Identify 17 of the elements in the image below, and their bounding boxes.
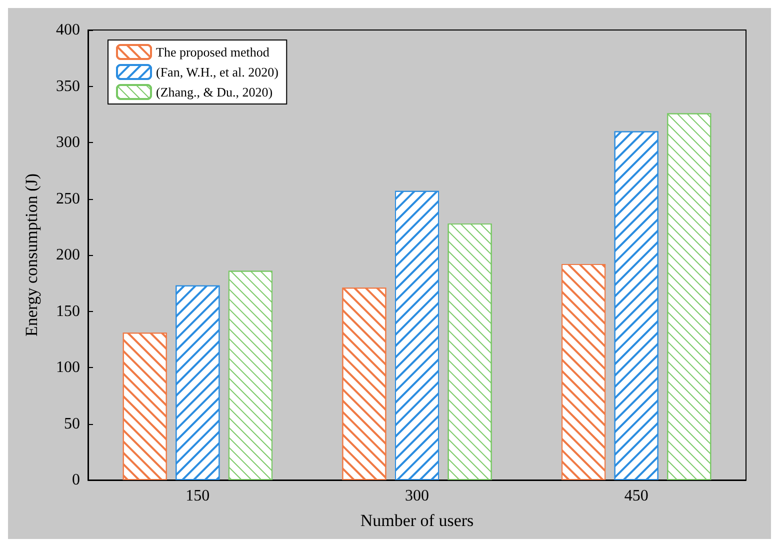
x-tick-label: 150: [186, 488, 210, 504]
y-tick-label: 50: [64, 415, 80, 432]
y-tick-label: 400: [56, 22, 80, 38]
y-tick-label: 300: [56, 134, 80, 151]
legend-label: (Fan, W.H., et al. 2020): [156, 64, 278, 80]
legend-label: The proposed method: [156, 44, 270, 60]
y-tick-label: 100: [56, 359, 80, 376]
x-tick-label: 450: [624, 488, 648, 504]
y-tick-label: 200: [56, 246, 80, 264]
x-tick-label: 300: [405, 488, 429, 504]
y-tick-label: 250: [56, 190, 80, 208]
x-axis-title: Number of users: [360, 511, 474, 530]
y-tick-label: 350: [56, 78, 80, 95]
y-axis-title: Energy consumption (J): [22, 173, 41, 337]
legend-label: (Zhang., & Du., 2020): [156, 84, 273, 100]
y-tick-label: 150: [56, 302, 80, 320]
y-tick-label: 0: [72, 472, 80, 488]
